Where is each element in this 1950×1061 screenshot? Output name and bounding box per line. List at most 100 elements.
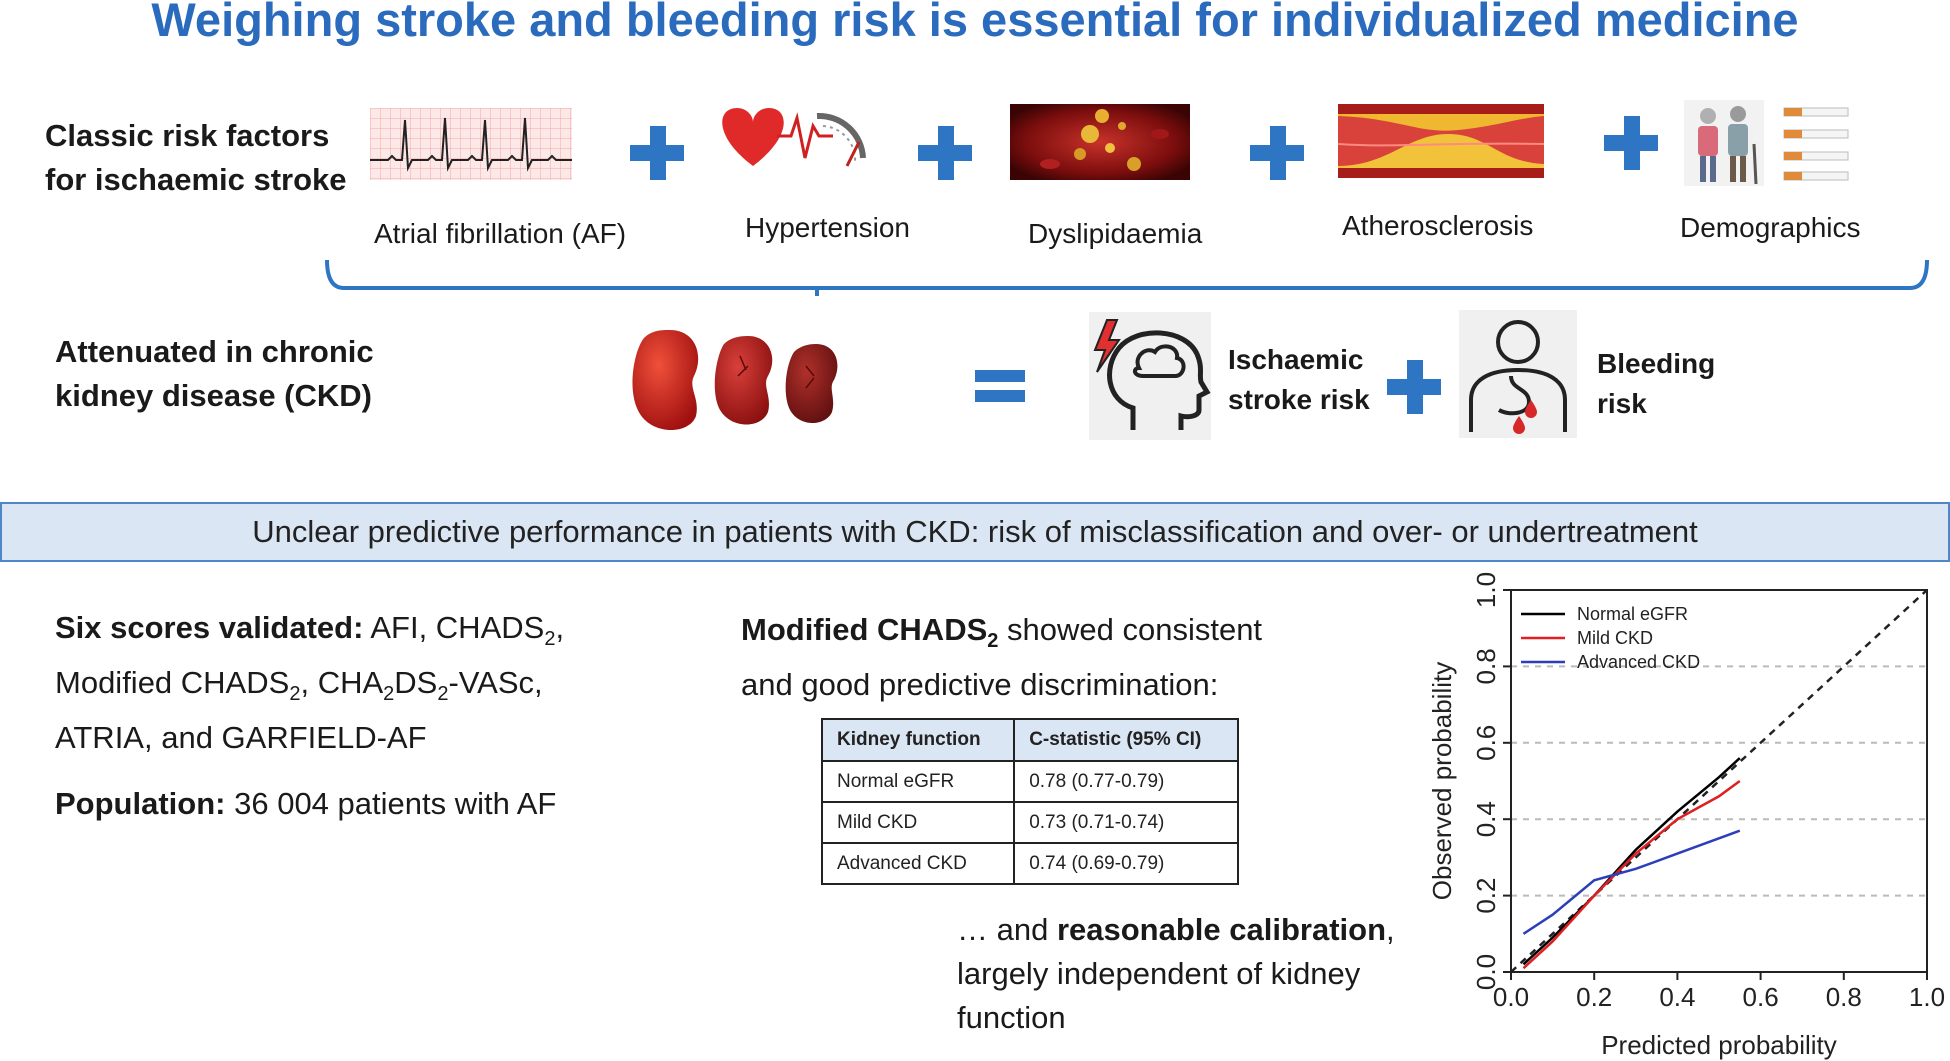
x-axis-label: Predicted probability [1601, 1030, 1837, 1060]
population-value: 36 004 patients with AF [234, 786, 557, 821]
scores-line2: Modified CHADS2, CHA2DS2-VASc, [55, 661, 564, 716]
table-cell: Normal eGFR [820, 760, 1016, 803]
x-tick-label: 0.6 [1743, 982, 1779, 1012]
table-cell: Mild CKD [820, 801, 1016, 844]
table-header: Kidney function [820, 718, 1016, 762]
kidneys-image [632, 330, 838, 430]
stroke-risk-label: Ischaemic stroke risk [1228, 340, 1370, 420]
x-tick-label: 0.8 [1826, 982, 1862, 1012]
banner: Unclear predictive performance in patien… [0, 502, 1950, 562]
modified-line2: and good predictive discrimination: [741, 667, 1219, 703]
y-axis-label: Observed probability [1427, 662, 1457, 900]
stroke-risk-line1: Ischaemic [1228, 344, 1364, 375]
table-row: Mild CKD 0.73 (0.71-0.74) [820, 801, 1239, 844]
plus-icon [1604, 116, 1658, 170]
factor-hypertension-label: Hypertension [745, 212, 910, 243]
legend-label: Mild CKD [1577, 628, 1653, 648]
subscript-2: 2 [544, 628, 556, 651]
calibration-text: … and reasonable calibration, largely in… [957, 908, 1395, 1040]
scores-comma: , [300, 665, 310, 701]
x-tick-label: 1.0 [1909, 982, 1945, 1012]
reference-diagonal [1510, 589, 1928, 973]
factor-atherosclerosis-label: Atherosclerosis [1342, 210, 1534, 241]
table-cell: 0.73 (0.71-0.74) [1013, 801, 1239, 844]
c-statistic-table: Kidney function C-statistic (95% CI) Nor… [820, 718, 1239, 885]
modified-text: Modified CHADS2 showed consistent and go… [741, 608, 1262, 707]
calibration-prefix: … and [957, 912, 1057, 947]
factor-dyslipidaemia-label: Dyslipidaemia [1028, 218, 1203, 249]
ckd-heading-line1: Attenuated in chronic [55, 334, 374, 369]
table-row: Advanced CKD 0.74 (0.69-0.79) [820, 842, 1239, 885]
hypertension-image [722, 108, 866, 167]
factor-af-label: Atrial fibrillation (AF) [374, 218, 627, 249]
ckd-heading-line2: kidney disease (CKD) [55, 378, 372, 413]
scores-text: Six scores validated: AFI, CHADS2, Modif… [55, 606, 564, 760]
bleeding-risk-label: Bleeding risk [1597, 344, 1715, 424]
series-line-2 [1522, 779, 1741, 970]
cigarettes [1783, 107, 1849, 181]
table-row: Normal eGFR 0.78 (0.77-0.79) [820, 760, 1239, 803]
page-title: Weighing stroke and bleeding risk is ess… [151, 0, 1799, 46]
x-tick-label: 0.2 [1576, 982, 1612, 1012]
plus-icon [918, 126, 972, 180]
plus-icon [630, 126, 684, 180]
plus-icon [1387, 360, 1441, 414]
equals-icon-bottom [975, 390, 1025, 402]
bleeding-risk-line2: risk [1597, 388, 1647, 419]
table-header: C-statistic (95% CI) [1013, 718, 1239, 762]
classic-risk-heading: Classic risk factors for ischaemic strok… [45, 114, 347, 202]
ecg-image [370, 108, 572, 180]
stroke-brain-icon [1089, 312, 1211, 440]
scores-afi: AFI, CHADS [370, 610, 545, 645]
scores-comma: , [555, 610, 565, 645]
calibration-bold: reasonable calibration [1056, 912, 1387, 947]
calibration-line2: largely independent of kidney [957, 956, 1361, 991]
legend-label: Normal eGFR [1577, 604, 1688, 624]
table-cell: 0.74 (0.69-0.79) [1013, 842, 1239, 885]
y-tick-label: 0.2 [1471, 878, 1501, 914]
equals-icon-top [975, 370, 1025, 382]
classic-risk-heading-line1: Classic risk factors [45, 118, 330, 153]
plot-frame [1510, 589, 1928, 973]
stroke-risk-line2: stroke risk [1228, 384, 1370, 415]
subscript-2: 2 [987, 630, 999, 653]
modified-rest: showed consistent [998, 612, 1263, 647]
ckd-heading: Attenuated in chronic kidney disease (CK… [55, 330, 374, 418]
y-tick-label: 1.0 [1471, 572, 1501, 608]
atherosclerosis-image [1338, 104, 1544, 178]
y-tick-label: 0.8 [1471, 648, 1501, 684]
dyslipidaemia-image [1010, 104, 1190, 180]
table-cell: 0.78 (0.77-0.79) [1013, 760, 1239, 803]
calibration-suffix: , [1386, 912, 1395, 947]
bleeding-risk-line1: Bleeding [1597, 348, 1716, 379]
modified-line1: Modified CHADS2 showed consistent [741, 608, 1262, 663]
y-tick-label: 0.4 [1471, 801, 1501, 837]
plus-icon [1250, 126, 1304, 180]
legend-label: Advanced CKD [1577, 652, 1700, 672]
scores-cha: CHA [317, 665, 384, 701]
calibration-line3: function [957, 1000, 1066, 1035]
classic-risk-heading-line2: for ischaemic stroke [45, 162, 347, 197]
calibration-line1: … and reasonable calibration, [957, 908, 1395, 952]
table-header-row: Kidney function C-statistic (95% CI) [820, 718, 1239, 762]
y-tick-label: 0.0 [1471, 954, 1501, 990]
scores-vasc: -VASc, [448, 665, 543, 701]
subscript-2: 2 [289, 683, 301, 706]
population-text: Population: 36 004 patients with AF [55, 782, 556, 826]
calibration-chart: 0.0 0.2 0.4 0.6 0.8 1.0 0.0 0.2 0.4 0.6 0.8 1.0 Pred… [1427, 572, 1945, 1060]
series-line-1 [1522, 757, 1741, 966]
demographics-image [1684, 100, 1849, 186]
series-line-3 [1522, 829, 1741, 935]
bleeding-body-icon [1459, 310, 1577, 438]
scores-modified: Modified CHADS [55, 665, 290, 701]
population-bold: Population: [55, 786, 226, 821]
x-tick-label: 0.4 [1659, 982, 1695, 1012]
table-cell: Advanced CKD [820, 842, 1016, 885]
subscript-2: 2 [383, 683, 395, 706]
scores-ds: DS [394, 665, 438, 701]
factor-demographics-label: Demographics [1680, 212, 1861, 243]
scores-bold: Six scores validated: [55, 610, 364, 645]
scores-line3: ATRIA, and GARFIELD-AF [55, 720, 427, 756]
modified-bold: Modified CHADS [741, 612, 988, 647]
subscript-2: 2 [437, 683, 449, 706]
